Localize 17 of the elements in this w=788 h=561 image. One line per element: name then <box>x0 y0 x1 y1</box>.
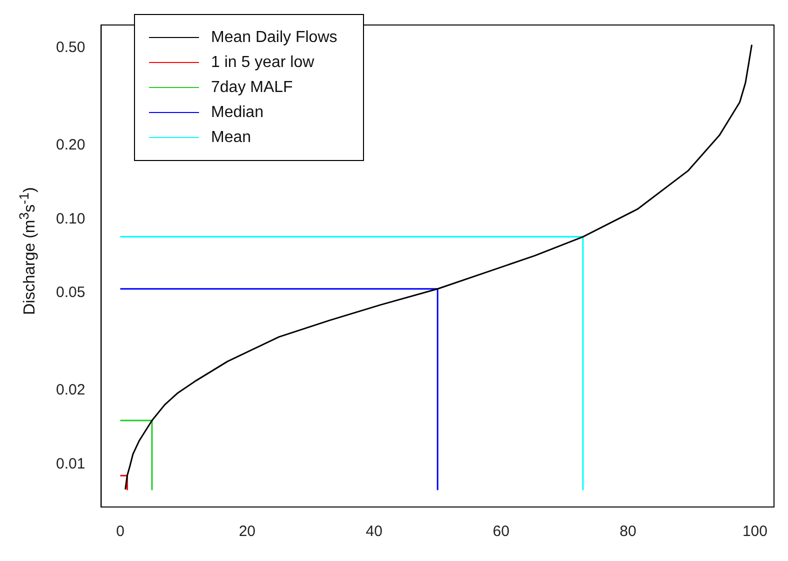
x-tick-label: 80 <box>620 523 636 540</box>
x-tick-label: 40 <box>366 523 382 540</box>
x-tick-label: 0 <box>116 523 124 540</box>
y-tick-label: 0.01 <box>56 456 86 473</box>
legend-label: Mean <box>211 128 252 148</box>
legend-label: 7day MALF <box>211 78 293 98</box>
y-tick-label: 0.02 <box>56 382 86 399</box>
y-tick-label: 0.50 <box>56 39 86 56</box>
y-tick-label: 0.20 <box>56 136 86 154</box>
x-tick-label: 60 <box>492 523 510 540</box>
y-tick-label: 0.05 <box>56 284 86 302</box>
y-tick-label: 0.10 <box>56 210 86 228</box>
x-tick-label: 20 <box>238 523 256 540</box>
legend-label: Median <box>211 103 264 123</box>
x-tick-label: 100 <box>742 523 768 540</box>
legend-label: Mean Daily Flows <box>211 28 338 48</box>
legend-label: 1 in 5 year low <box>211 53 314 73</box>
